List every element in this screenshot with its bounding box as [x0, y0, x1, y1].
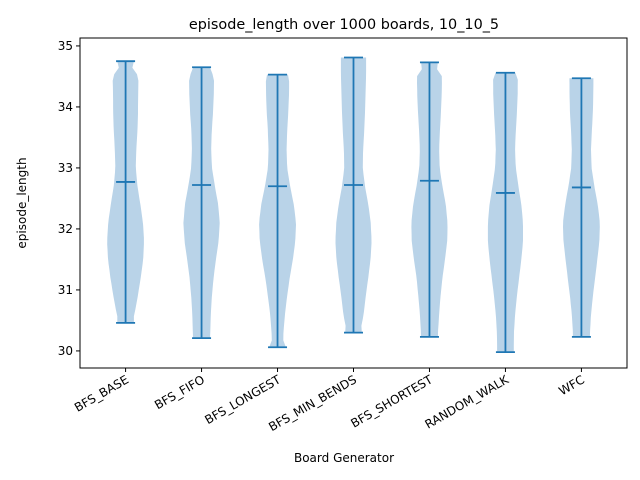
y-tick-label: 35 — [58, 39, 73, 53]
chart-title: episode_length over 1000 boards, 10_10_5 — [189, 17, 499, 33]
y-tick-label: 31 — [58, 283, 73, 297]
x-tick-label: RANDOM_WALK — [422, 372, 511, 432]
x-tick-label: BFS_SHORTEST — [348, 372, 435, 430]
y-axis-label: episode_length — [15, 157, 29, 248]
x-tick-label: BFS_FIFO — [152, 372, 207, 412]
x-axis-label: Board Generator — [294, 451, 394, 465]
y-tick-label: 32 — [58, 222, 73, 236]
y-axis: 30 31 32 33 34 35 — [58, 39, 80, 358]
x-axis: BFS_BASE BFS_FIFOBFS_LONGESTBFS_MIN_BENDS… — [72, 368, 587, 434]
x-tick-label: WFC — [556, 372, 587, 398]
y-tick-label: 30 — [58, 344, 73, 358]
x-tick-label: BFS_BASE — [72, 372, 131, 414]
violin-stat-lines — [116, 56, 591, 354]
y-tick-label: 34 — [58, 100, 73, 114]
y-tick-label: 33 — [58, 161, 73, 175]
